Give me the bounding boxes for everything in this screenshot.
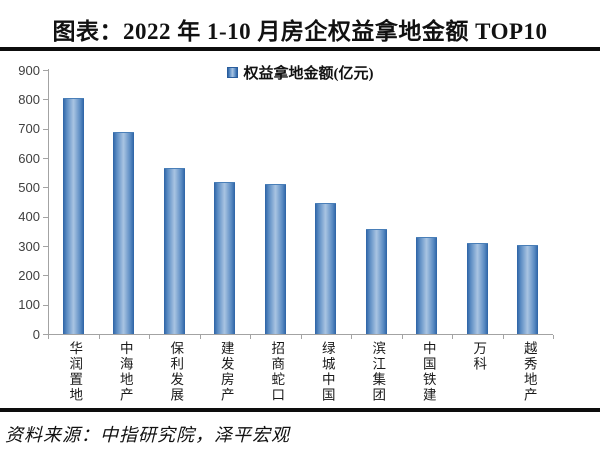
y-tick-mark bbox=[43, 99, 48, 101]
x-category-label: 华润置地 bbox=[67, 341, 83, 403]
y-tick-mark bbox=[43, 216, 48, 218]
y-tick-label: 400 bbox=[18, 209, 40, 225]
x-tick-mark bbox=[502, 335, 504, 339]
x-category-label: 中国铁建 bbox=[420, 341, 436, 403]
y-tick-mark bbox=[43, 246, 48, 247]
bar bbox=[466, 243, 488, 334]
bottom-divider-rule bbox=[0, 408, 600, 412]
x-tick-mark bbox=[48, 335, 49, 339]
y-tick-label: 300 bbox=[18, 238, 40, 254]
x-category-label: 万科 bbox=[471, 341, 487, 372]
x-tick-mark bbox=[149, 335, 150, 339]
source-note: 资料来源：中指研究院，泽平宏观 bbox=[5, 425, 290, 445]
bar bbox=[416, 237, 438, 334]
top-divider-rule bbox=[0, 47, 600, 51]
y-tick-mark bbox=[43, 128, 48, 130]
y-axis-line bbox=[48, 69, 49, 335]
y-tick-label: 200 bbox=[18, 267, 40, 283]
bar bbox=[264, 184, 286, 334]
x-category-label: 招商蛇口 bbox=[269, 341, 285, 403]
y-tick-label: 800 bbox=[18, 91, 40, 107]
y-tick-label: 600 bbox=[18, 150, 40, 166]
x-tick-mark bbox=[199, 335, 201, 339]
y-tick-label: 100 bbox=[18, 297, 40, 313]
bar bbox=[163, 168, 185, 334]
legend-label: 权益拿地金额(亿元) bbox=[243, 66, 374, 82]
y-tick-mark bbox=[43, 158, 48, 159]
x-category-label: 建发房产 bbox=[218, 341, 234, 403]
chart-title: 图表：2022 年 1-10 月房企权益拿地金额 TOP10 bbox=[52, 19, 548, 44]
y-tick-mark bbox=[43, 334, 48, 335]
x-tick-mark bbox=[300, 335, 302, 339]
x-tick-mark bbox=[250, 335, 251, 339]
bar bbox=[214, 182, 236, 334]
legend-marker-icon bbox=[226, 67, 238, 78]
bar bbox=[517, 245, 539, 334]
x-tick-mark bbox=[98, 335, 100, 339]
y-tick-label: 0 bbox=[32, 326, 40, 342]
bar bbox=[62, 97, 84, 334]
x-category-label: 滨江集团 bbox=[370, 341, 386, 403]
bar bbox=[365, 229, 387, 334]
x-category-label: 绿城中国 bbox=[319, 341, 335, 403]
bar bbox=[113, 131, 135, 334]
x-axis-line bbox=[48, 334, 553, 335]
x-category-label: 保利发展 bbox=[168, 341, 184, 403]
x-category-label: 越秀地产 bbox=[521, 341, 537, 403]
legend: 权益拿地金额(亿元) bbox=[0, 62, 600, 83]
bar bbox=[315, 202, 337, 334]
x-tick-mark bbox=[401, 335, 403, 339]
y-tick-label: 500 bbox=[18, 179, 40, 195]
x-tick-mark bbox=[553, 335, 554, 339]
y-tick-mark bbox=[43, 70, 48, 71]
y-tick-label: 900 bbox=[18, 62, 40, 78]
y-tick-mark bbox=[43, 304, 48, 306]
y-tick-label: 700 bbox=[18, 121, 40, 137]
y-tick-mark bbox=[43, 275, 48, 277]
x-category-label: 中海地产 bbox=[117, 341, 133, 403]
y-tick-mark bbox=[43, 187, 48, 189]
x-tick-mark bbox=[452, 335, 453, 339]
x-tick-mark bbox=[351, 335, 352, 339]
